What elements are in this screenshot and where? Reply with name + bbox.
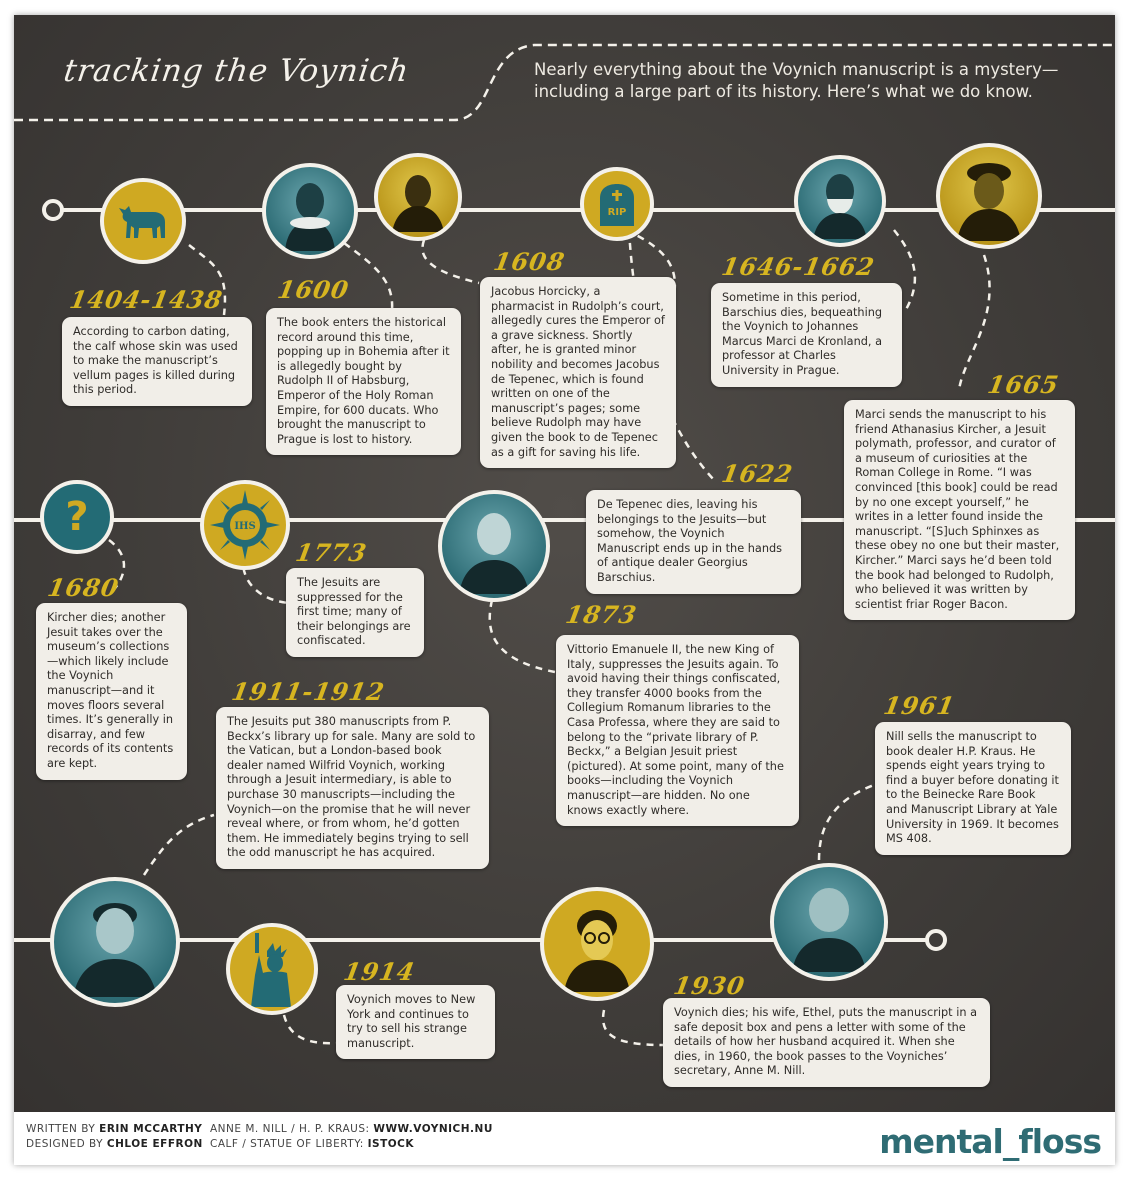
credit1-source: WWW.VOYNICH.NU — [373, 1123, 493, 1135]
written-by-name: ERIN MCCARTHY — [99, 1123, 203, 1135]
year-label: 1914 — [341, 957, 418, 986]
year-label: 1608 — [491, 247, 568, 276]
ethel-voynich-portrait-icon — [540, 887, 654, 1001]
event-card-1930: Voynich dies; his wife, Ethel, puts the … — [663, 998, 990, 1087]
author-credits: WRITTEN BY ERIN MCCARTHY DESIGNED BY CHL… — [26, 1122, 203, 1152]
intro-text: Nearly everything about the Voynich manu… — [534, 60, 1059, 101]
event-card-1773: The Jesuits are suppressed for the first… — [286, 568, 424, 657]
event-card-1608: Jacobus Horcicky, a pharmacist in Rudolp… — [480, 277, 676, 469]
event-card-1622: De Tepenec dies, leaving his belongings … — [586, 490, 801, 594]
credit2-label: CALF / STATUE OF LIBERTY: — [210, 1138, 364, 1150]
statue-of-liberty-icon — [226, 923, 318, 1015]
event-card-1961: Nill sells the manuscript to book dealer… — [875, 722, 1071, 855]
tombstone-rip-icon: RIP — [580, 167, 654, 241]
question-mark-label: ? — [65, 494, 89, 540]
event-card-1404: According to carbon dating, the calf who… — [62, 317, 252, 406]
rip-label: RIP — [608, 207, 627, 218]
year-label: 1680 — [45, 573, 122, 602]
year-label: 1646-1662 — [719, 252, 878, 281]
year-label: 1600 — [275, 275, 352, 304]
event-card-1600: The book enters the historical record ar… — [266, 308, 461, 456]
designed-by-label: DESIGNED BY — [26, 1138, 104, 1150]
year-label: 1665 — [985, 370, 1062, 399]
timeline-end-ring — [925, 929, 947, 951]
year-label: 1773 — [293, 538, 370, 567]
rudolph-portrait-icon — [262, 163, 358, 259]
question-mark-icon: ? — [40, 480, 114, 554]
page-title: tracking the Voynich — [61, 53, 412, 89]
logo-part-b: _floss — [1002, 1122, 1102, 1161]
year-label: 1961 — [881, 691, 958, 720]
year-label: 1911-1912 — [229, 677, 388, 706]
event-card-1873: Vittorio Emanuele II, the new King of It… — [556, 635, 799, 827]
mental-floss-logo: mental_floss — [879, 1122, 1102, 1161]
image-credits: ANNE M. NILL / H. P. KRAUS: WWW.VOYNICH.… — [210, 1122, 493, 1152]
written-by-label: WRITTEN BY — [26, 1123, 96, 1135]
calf-icon — [100, 178, 186, 264]
event-card-1680: Kircher dies; another Jesuit takes over … — [36, 603, 187, 780]
jesuit-ihs-sun-icon: IHS — [200, 480, 290, 570]
credit1-label: ANNE M. NILL / H. P. KRAUS: — [210, 1123, 370, 1135]
kraus-portrait-icon — [770, 863, 888, 981]
year-label: 1404-1438 — [67, 285, 226, 314]
wilfrid-voynich-portrait-icon — [50, 877, 180, 1007]
kircher-portrait-icon — [936, 143, 1042, 249]
event-card-1665: Marci sends the manuscript to his friend… — [844, 400, 1075, 621]
event-card-1914: Voynich moves to New York and continues … — [336, 985, 495, 1060]
designed-by-name: CHLOE EFFRON — [106, 1138, 203, 1150]
credit2-source: ISTOCK — [367, 1138, 414, 1150]
logo-part-a: mental — [879, 1122, 1004, 1161]
horcicky-portrait-icon — [374, 153, 462, 241]
year-label: 1873 — [563, 600, 640, 629]
footer: WRITTEN BY ERIN MCCARTHY DESIGNED BY CHL… — [14, 1112, 1115, 1165]
timeline-board: tracking the Voynich Nearly everything a… — [14, 15, 1115, 1112]
timeline-start-ring — [42, 199, 64, 221]
ihs-label: IHS — [234, 521, 255, 532]
event-card-1646: Sometime in this period, Barschius dies,… — [711, 283, 902, 387]
year-label: 1622 — [719, 459, 796, 488]
beckx-portrait-icon — [438, 490, 550, 602]
event-card-1911: The Jesuits put 380 manuscripts from P. … — [216, 707, 489, 869]
infographic-frame: tracking the Voynich Nearly everything a… — [14, 15, 1115, 1165]
year-label: 1930 — [671, 971, 748, 1000]
marci-portrait-icon — [794, 155, 886, 247]
